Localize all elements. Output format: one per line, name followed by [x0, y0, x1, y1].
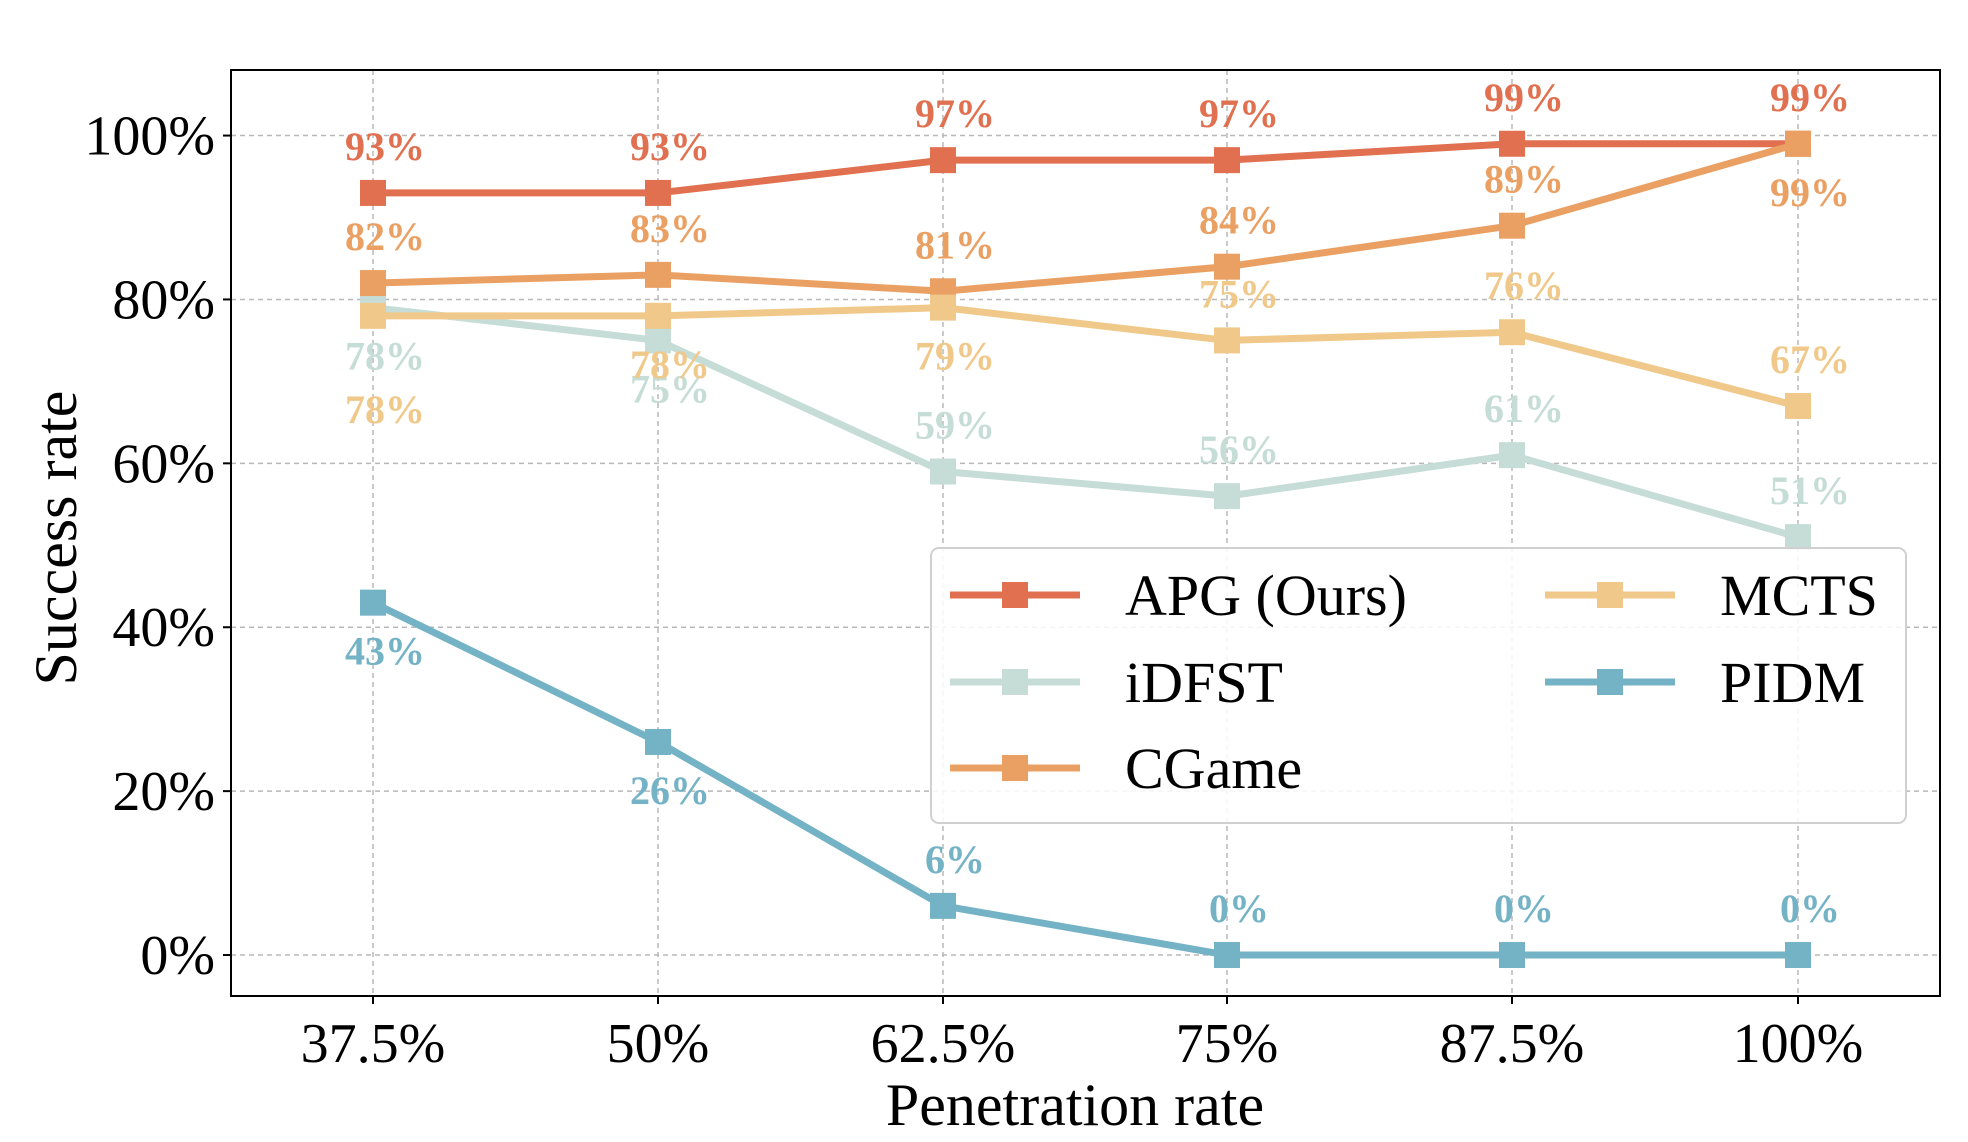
data-label-idfst: 59% [915, 403, 995, 448]
series-line-mcts [373, 304, 1799, 410]
plot-frame [230, 69, 1941, 997]
data-point-cgame [645, 261, 671, 288]
data-point-idfst [930, 458, 956, 485]
axes: 0% 20% 40% 60% 80% 100% 37.5% 50% 62.5% 75% 87.5% 1… [84, 106, 1863, 1075]
data-label-cgame: 81% [915, 222, 995, 267]
data-point-apg-ours [645, 179, 671, 206]
data-label-apg-ours: 93% [630, 124, 710, 169]
data-point-apg-ours [930, 147, 956, 174]
legend-label-idfst: iDFST [1125, 650, 1283, 715]
data-point-mcts [1214, 327, 1240, 354]
data-point-cgame [360, 270, 386, 297]
data-point-pidm [645, 728, 671, 755]
data-label-idfst: 51% [1770, 468, 1850, 513]
data-point-cgame [1214, 253, 1240, 280]
x-axis-label: Penetration rate [886, 1072, 1264, 1138]
data-label-pidm: 0% [1494, 886, 1554, 931]
data-point-pidm [360, 589, 386, 616]
data-label-cgame: 89% [1484, 157, 1564, 202]
data-point-mcts [930, 294, 956, 321]
data-point-apg-ours [1499, 130, 1525, 157]
x-tick-label: 87.5% [1440, 1013, 1585, 1075]
legend-marker-idfst [1002, 669, 1028, 695]
series-line-pidm [371, 599, 1798, 959]
legend-label-pidm: PIDM [1720, 650, 1865, 715]
data-point-pidm [1214, 942, 1240, 969]
data-label-cgame: 99% [1770, 170, 1850, 215]
data-labels: 93% 93%97% 97% 99% 99%78%75%59%56%61%51%82% 8… [345, 75, 1850, 931]
y-tick-label: 100% [84, 106, 215, 168]
data-label-apg-ours: 99% [1484, 75, 1564, 120]
data-point-cgame [1499, 212, 1525, 239]
data-point-mcts [1785, 392, 1811, 419]
data-label-apg-ours: 99% [1770, 75, 1850, 120]
data-label-cgame: 83% [630, 206, 710, 251]
y-tick-label: 80% [112, 269, 215, 331]
data-point-pidm [930, 892, 956, 919]
data-label-mcts: 75% [1199, 271, 1279, 316]
data-point-mcts [645, 302, 671, 329]
legend-label-cgame: CGame [1125, 736, 1302, 801]
data-label-idfst: 78% [345, 334, 425, 379]
data-label-mcts: 78% [630, 342, 710, 387]
x-tick-label: 62.5% [871, 1013, 1016, 1075]
data-point-pidm [1499, 942, 1525, 969]
data-label-idfst: 61% [1484, 386, 1564, 431]
legend-marker-apg-ours [1002, 582, 1028, 608]
series-line-apg-ours [373, 140, 1798, 197]
y-axis-label: Success rate [23, 391, 89, 686]
data-label-pidm: 6% [925, 837, 985, 882]
y-tick-label: 20% [112, 761, 215, 823]
data-label-apg-ours: 97% [1199, 91, 1279, 136]
legend-marker-pidm [1597, 669, 1623, 695]
legend-box [930, 547, 1907, 824]
y-tick-label: 0% [140, 925, 215, 987]
data-label-apg-ours: 93% [345, 124, 425, 169]
data-label-pidm: 0% [1780, 886, 1840, 931]
data-point-mcts [1499, 319, 1525, 346]
data-label-mcts: 78% [345, 387, 425, 432]
data-label-pidm: 43% [345, 629, 425, 674]
data-point-cgame [1785, 130, 1811, 157]
data-label-cgame: 82% [345, 214, 425, 259]
legend: APG (Ours) iDFST CGame MCTS PIDM [930, 547, 1907, 824]
x-tick-label: 75% [1176, 1013, 1279, 1075]
x-tick-label: 100% [1733, 1013, 1864, 1075]
data-label-pidm: 0% [1209, 886, 1269, 931]
data-point-apg-ours [1214, 147, 1240, 174]
data-point-pidm [1785, 942, 1811, 969]
y-tick-label: 60% [112, 433, 215, 495]
legend-label-apg-ours: APG (Ours) [1125, 563, 1407, 628]
data-label-idfst: 56% [1199, 427, 1279, 472]
data-label-mcts: 79% [915, 334, 995, 379]
data-label-pidm: 26% [630, 768, 710, 813]
series-group [360, 130, 1811, 969]
legend-label-mcts: MCTS [1720, 563, 1878, 628]
y-tick-label: 40% [112, 597, 215, 659]
data-label-apg-ours: 97% [915, 91, 995, 136]
data-point-idfst [1785, 524, 1811, 551]
series-line-cgame [372, 140, 1799, 295]
data-label-cgame: 84% [1199, 198, 1279, 243]
data-point-apg-ours [360, 179, 386, 206]
data-point-idfst [645, 327, 671, 354]
data-point-idfst [1499, 442, 1525, 469]
data-point-mcts [360, 302, 386, 329]
legend-marker-mcts [1597, 582, 1623, 608]
data-label-idfst: 75% [630, 366, 710, 411]
data-point-idfst [1214, 483, 1240, 510]
series-line-idfst [372, 304, 1799, 541]
legend-marker-cgame [1002, 755, 1028, 781]
grid-lines [231, 70, 1940, 996]
x-tick-label: 50% [607, 1013, 710, 1075]
data-label-mcts: 76% [1484, 263, 1564, 308]
data-label-mcts: 67% [1770, 337, 1850, 382]
x-tick-label: 37.5% [301, 1013, 446, 1075]
